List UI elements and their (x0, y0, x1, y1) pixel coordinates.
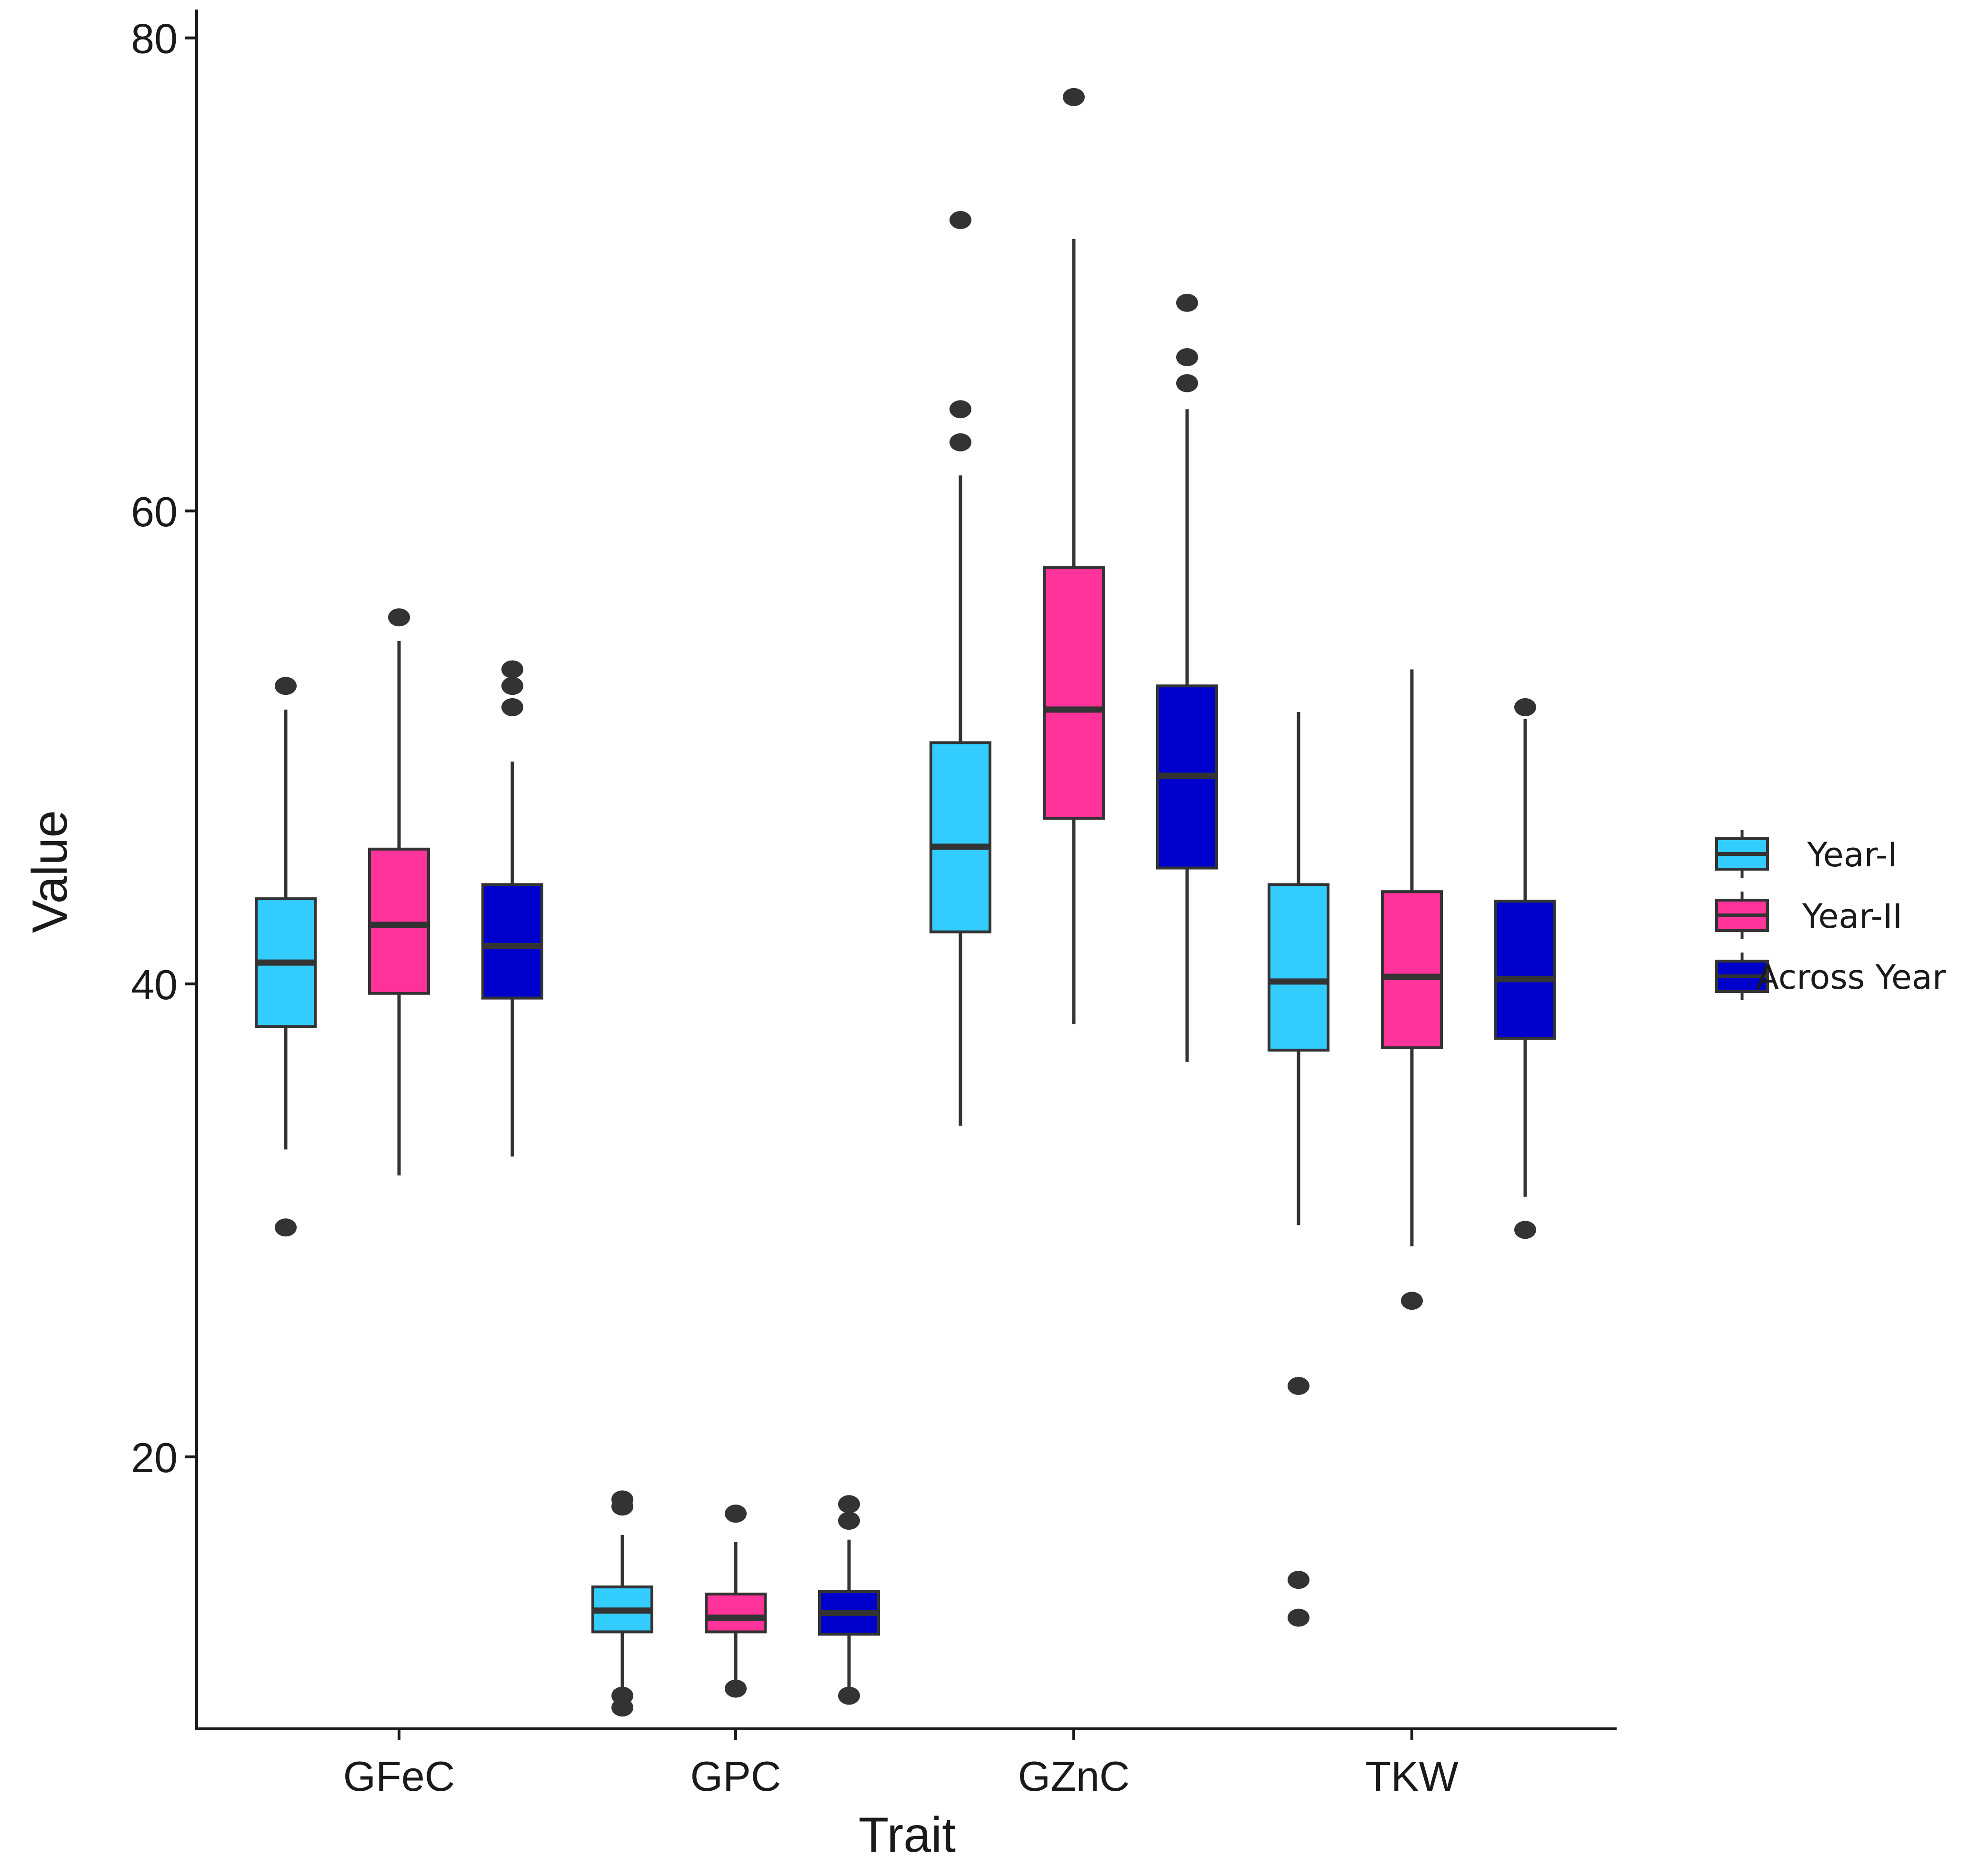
box-group (1494, 698, 1556, 1239)
x-tick-label: GFeC (343, 1753, 455, 1800)
box (705, 1592, 767, 1634)
outlier-point (611, 1490, 633, 1509)
outlier-point (1063, 88, 1085, 106)
outlier-point (611, 1686, 633, 1705)
outlier-point (1176, 348, 1198, 366)
outlier-point (1288, 1571, 1309, 1589)
outlier-point (501, 698, 523, 716)
box (930, 741, 991, 933)
y-axis-title: Value (22, 810, 78, 933)
outlier-point (950, 400, 971, 419)
box-group (591, 1490, 653, 1717)
outlier-point (725, 1505, 747, 1523)
box-group (1381, 669, 1443, 1310)
legend-label: Year-II (1802, 897, 1902, 936)
box (1268, 883, 1329, 1052)
box-group (1268, 712, 1329, 1627)
y-tick-label: 80 (131, 15, 178, 62)
boxes-layer (255, 88, 1556, 1717)
legend: Year-I Year-II Across Year (1715, 830, 1946, 1000)
outlier-point (1176, 374, 1198, 392)
box-group (481, 660, 543, 1157)
box-group (705, 1505, 767, 1698)
outlier-point (501, 660, 523, 679)
outlier-point (275, 1218, 297, 1237)
outlier-point (1176, 293, 1198, 312)
outlier-point (838, 1512, 860, 1530)
box-group (930, 211, 991, 1126)
outlier-point (388, 608, 410, 627)
outlier-point (1401, 1292, 1423, 1310)
outlier-point (1514, 1221, 1536, 1239)
outlier-point (950, 211, 971, 229)
y-tick-label: 60 (131, 488, 178, 535)
legend-key (1715, 953, 1769, 1000)
x-tick-label: GZnC (1018, 1753, 1130, 1800)
legend-label: Year-I (1807, 835, 1898, 874)
y-tick-label: 40 (131, 961, 178, 1008)
outlier-point (501, 677, 523, 695)
outlier-point (725, 1679, 747, 1698)
box (1381, 890, 1443, 1049)
box (1494, 900, 1556, 1040)
box-group (818, 1495, 880, 1705)
outlier-point (950, 433, 971, 451)
x-axis-title: Trait (859, 1807, 956, 1863)
legend-label: Across Year (1756, 958, 1946, 997)
box (481, 883, 543, 1000)
x-tick-label: GPC (690, 1753, 781, 1800)
outlier-point (275, 677, 297, 695)
outlier-point (1288, 1377, 1309, 1395)
legend-key (1715, 830, 1769, 878)
outlier-point (838, 1686, 860, 1705)
legend-key (1715, 892, 1769, 939)
box-group (255, 677, 317, 1237)
outlier-point (838, 1495, 860, 1514)
y-tick-label: 20 (131, 1434, 178, 1481)
box-group (368, 608, 430, 1176)
axes-layer: 20 40 60 80 GFeC GPC GZnC TKW (131, 10, 1617, 1800)
x-tick-label: TKW (1365, 1753, 1459, 1800)
box (368, 847, 430, 995)
outlier-point (1514, 698, 1536, 716)
outlier-point (1288, 1608, 1309, 1627)
box-group (1043, 88, 1105, 1024)
box-group (1156, 293, 1218, 1062)
box (1043, 566, 1105, 820)
